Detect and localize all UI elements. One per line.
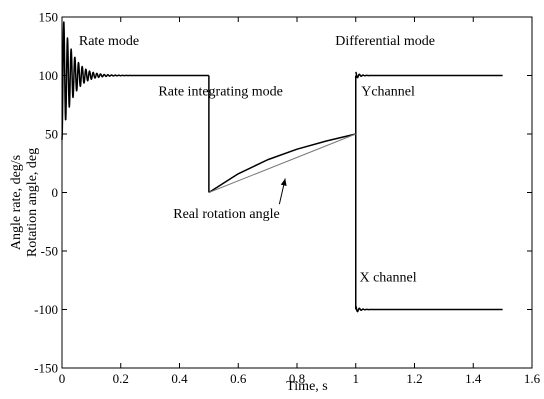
- x-tick-label: 1: [353, 371, 360, 386]
- series-main-segment-0: [61, 21, 210, 140]
- y-tick-label: -150: [34, 361, 58, 376]
- x-tick-label: 1.6: [524, 371, 541, 386]
- x-tick-label: 0.2: [113, 371, 129, 386]
- annotations: Rate mode Differential mode Rate integrati…: [79, 34, 435, 285]
- y-tick-label: 100: [39, 68, 59, 83]
- y-tick-label: 0: [52, 185, 59, 200]
- y-tick-label: 50: [45, 127, 58, 142]
- annotation-1: Differential mode: [335, 34, 435, 49]
- y-tick-label: -50: [41, 244, 58, 259]
- annotation-4: Real rotation angle: [173, 207, 280, 222]
- ticks: 0 0.2 0.4 0.6 0.8 1 1.2 1.4 1.6 -150 -100 -50 0 50 100…: [34, 10, 540, 387]
- series-reference-segment-0: [208, 133, 356, 193]
- y-tick-label: -100: [34, 302, 58, 317]
- y-axis-label-line-2: Rotation angle, deg: [25, 148, 40, 257]
- plot-frame: [61, 16, 533, 369]
- series-main-segment-6: [355, 305, 504, 313]
- x-tick-label: 1.2: [406, 371, 422, 386]
- x-tick-label: 0.6: [230, 371, 247, 386]
- axes: [61, 16, 533, 369]
- annotation-5: X channel: [359, 270, 416, 285]
- series-main-segment-4: [355, 71, 504, 79]
- y-tick-label: 150: [39, 10, 59, 25]
- y-axis-label: Angle rate, deg/s Rotation angle, deg: [9, 148, 40, 257]
- x-tick-label: 0: [59, 371, 66, 386]
- annotation-2: Rate integrating mode: [158, 84, 282, 99]
- series-main-segment-2: [208, 133, 356, 194]
- x-tick-label: 1.4: [465, 371, 482, 386]
- y-axis-label-line-1: Angle rate, deg/s: [9, 155, 24, 250]
- x-tick-label: 0.4: [171, 371, 188, 386]
- x-axis-label: Time, s: [286, 379, 328, 394]
- plot-lines: [61, 21, 504, 313]
- x-tick-label: 0.8: [289, 371, 305, 386]
- x-axis-label-group: Time, s: [286, 379, 328, 394]
- annotation-0: Rate mode: [79, 34, 139, 49]
- annotation-arrow-head: [280, 178, 287, 186]
- annotation-3: Ychannel: [361, 84, 415, 99]
